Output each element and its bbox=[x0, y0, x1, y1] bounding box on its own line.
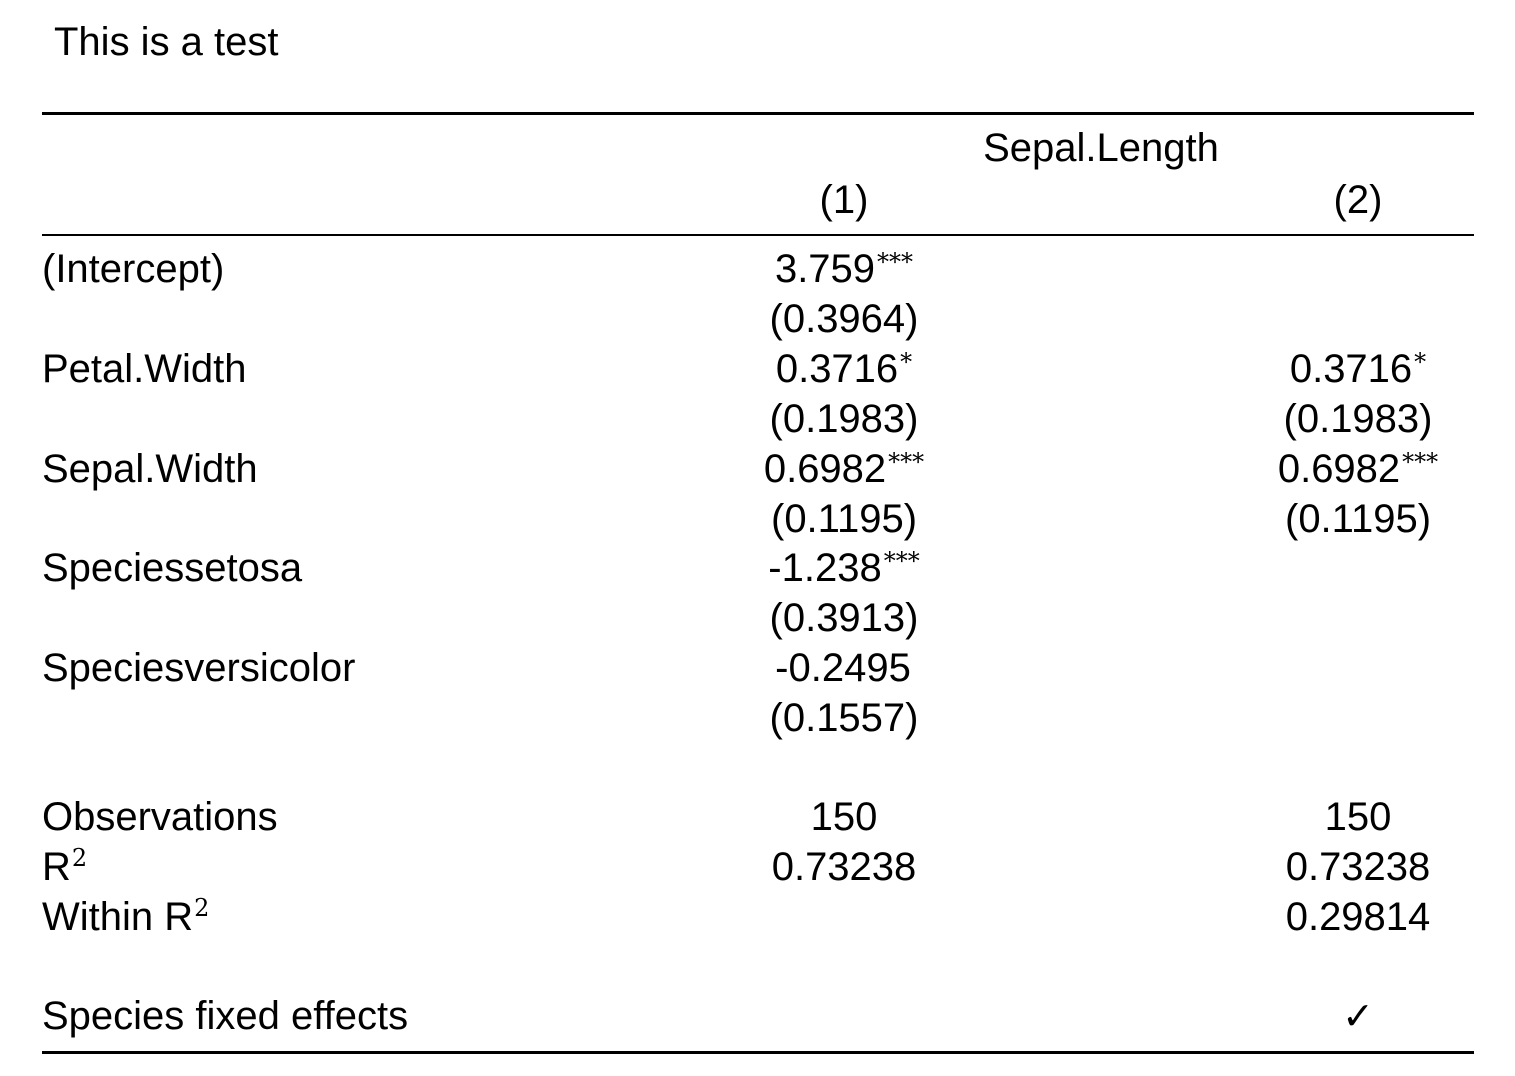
stat-value: 0.29814 bbox=[1285, 895, 1431, 939]
table-caption: This is a test bbox=[54, 20, 279, 64]
se-cell: (0.3913) bbox=[769, 596, 919, 640]
column-header-1: (1) bbox=[819, 178, 869, 222]
se-cell: (0.1557) bbox=[769, 696, 919, 740]
row-label-petal-width: Petal.Width bbox=[42, 347, 247, 391]
se-cell: (0.1983) bbox=[769, 397, 919, 441]
row-label-intercept: (Intercept) bbox=[42, 247, 225, 291]
significance-stars: *** bbox=[888, 448, 925, 476]
significance-stars: *** bbox=[877, 248, 914, 276]
coef-cell: 0.3716* bbox=[1289, 347, 1427, 391]
row-label-speciesversicolor: Speciesversicolor bbox=[42, 646, 356, 690]
stat-value: 0.73238 bbox=[771, 845, 917, 889]
coef-cell: 0.6982*** bbox=[1277, 447, 1439, 491]
se-cell: (0.1983) bbox=[1283, 397, 1433, 441]
significance-stars: * bbox=[1414, 348, 1427, 376]
stat-label-observations: Observations bbox=[42, 795, 278, 839]
se-cell: (0.3964) bbox=[769, 297, 919, 341]
coef-cell: -0.2495 bbox=[775, 646, 911, 690]
dependent-variable-header: Sepal.Length bbox=[983, 126, 1219, 170]
significance-stars: *** bbox=[1402, 448, 1439, 476]
se-cell: (0.1195) bbox=[770, 497, 918, 541]
se-cell: (0.1195) bbox=[1284, 497, 1432, 541]
bottom-rule bbox=[42, 1051, 1474, 1054]
fixed-effects-label: Species fixed effects bbox=[42, 994, 409, 1038]
checkmark-icon: ✓ bbox=[1342, 994, 1374, 1038]
stat-value: 0.73238 bbox=[1285, 845, 1431, 889]
stat-value: 150 bbox=[810, 795, 878, 839]
column-header-2: (2) bbox=[1333, 178, 1383, 222]
significance-stars: * bbox=[900, 348, 913, 376]
row-label-sepal-width: Sepal.Width bbox=[42, 447, 258, 491]
stat-value: 150 bbox=[1324, 795, 1392, 839]
coef-cell: 0.3716* bbox=[775, 347, 913, 391]
coef-cell: 3.759*** bbox=[774, 247, 914, 291]
row-label-speciessetosa: Speciessetosa bbox=[42, 546, 303, 590]
header-rule bbox=[42, 234, 1474, 236]
stat-label-within-r2: Within R2 bbox=[42, 894, 210, 939]
stat-label-r2: R2 bbox=[42, 844, 88, 889]
coef-cell: -1.238*** bbox=[768, 546, 920, 590]
coef-cell: 0.6982*** bbox=[763, 447, 925, 491]
significance-stars: *** bbox=[883, 547, 920, 575]
top-rule bbox=[42, 112, 1474, 115]
